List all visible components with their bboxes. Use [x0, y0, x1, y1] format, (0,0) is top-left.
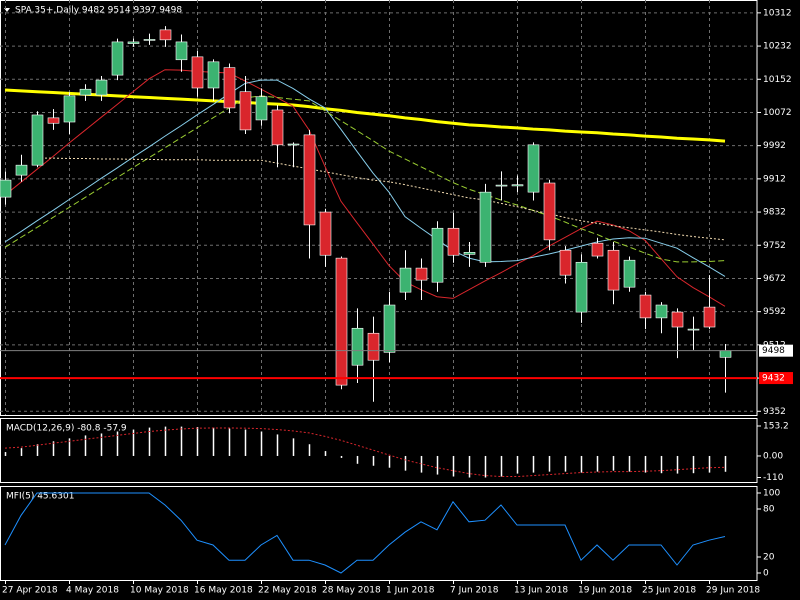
candle-body: [351, 327, 364, 366]
price-label: 9498: [762, 346, 785, 356]
candle-body: [543, 182, 556, 241]
candle-body: [335, 257, 348, 386]
candle-body: [479, 191, 492, 263]
y-tick-label: 0: [763, 569, 769, 579]
price-label-box: [759, 344, 793, 357]
candle-body: [463, 252, 476, 255]
y-tick-label: 9752: [763, 241, 786, 251]
x-tick-label: 27 Apr 2018: [2, 586, 58, 596]
y-tick-label: 9672: [763, 274, 786, 284]
x-tick-label: 16 May 2018: [194, 586, 253, 596]
candle-body: [207, 61, 220, 89]
y-tick-label: 9912: [763, 174, 786, 184]
candle-body: [559, 249, 572, 276]
candle-body: [703, 306, 716, 328]
candle-body: [287, 143, 300, 146]
x-tick-label: 29 Jun 2018: [706, 586, 760, 596]
y-tick-label: -110: [763, 473, 784, 483]
candle-body: [495, 184, 508, 187]
moving-average: [37, 157, 726, 241]
y-tick-label: 20: [763, 553, 775, 563]
candle-body: [47, 117, 60, 124]
candle-body: [511, 184, 524, 187]
moving-average: [4, 88, 726, 143]
moving-average: [4, 69, 726, 307]
y-tick-label: 10232: [763, 42, 792, 52]
candle-body: [255, 96, 268, 121]
candle-body: [447, 227, 460, 256]
candle-body: [127, 41, 140, 44]
pane-frame: [0, 0, 758, 416]
moving-average: [4, 79, 726, 277]
x-tick-label: 25 Jun 2018: [642, 586, 696, 596]
candle-body: [591, 242, 604, 257]
y-tick-label: 9592: [763, 307, 786, 317]
candle-body: [367, 332, 380, 361]
y-tick-label: 10312: [763, 8, 792, 18]
candle-body: [623, 259, 636, 288]
y-tick-label: 10152: [763, 75, 792, 85]
x-tick-label: 4 May 2018: [66, 586, 119, 596]
pane-frame: [0, 418, 758, 483]
candle-body: [671, 311, 684, 328]
y-tick-label: 80: [763, 505, 775, 515]
candle-body: [239, 91, 252, 131]
x-tick-label: 13 Jun 2018: [514, 586, 568, 596]
candle-body: [319, 211, 332, 256]
candle-body: [143, 39, 156, 41]
candle-body: [687, 328, 700, 331]
candle-body: [719, 350, 732, 358]
x-tick-label: 28 May 2018: [322, 586, 381, 596]
candle-body: [31, 114, 44, 166]
mfi-line: [4, 492, 726, 574]
candle-body: [95, 79, 108, 96]
y-tick-label: 9832: [763, 208, 786, 218]
y-tick-label: 10072: [763, 108, 792, 118]
candle-body: [111, 41, 124, 76]
y-tick-label: 0.00: [763, 451, 783, 461]
candle-body: [271, 109, 284, 146]
price-label: 9432: [762, 374, 785, 384]
y-tick-label: 9352: [763, 407, 786, 417]
pane-title: SPA.35+,Daily 9482 9514 9397 9498: [15, 6, 182, 16]
candle-body: [63, 95, 76, 123]
candle-body: [575, 261, 588, 313]
candle-body: [607, 249, 620, 291]
candle-body: [191, 56, 204, 89]
x-tick-label: 22 May 2018: [258, 586, 317, 596]
y-tick-label: 100: [763, 489, 780, 499]
candle-body: [159, 29, 172, 41]
candle-body: [175, 41, 188, 61]
y-tick-label: 153.2: [763, 421, 789, 431]
macd-signal: [4, 427, 726, 478]
candle-body: [655, 304, 668, 319]
pane-title: MACD(12,26,9) -80.8 -57.9: [6, 424, 127, 434]
price-label-box: [759, 372, 793, 385]
x-tick-label: 7 Jun 2018: [450, 586, 499, 596]
candle-body: [415, 267, 428, 281]
candle-body: [79, 88, 92, 96]
x-tick-label: 10 May 2018: [130, 586, 189, 596]
candle-body: [223, 67, 236, 109]
candle-body: [431, 227, 444, 283]
candle-body: [0, 179, 12, 198]
x-tick-label: 19 Jun 2018: [578, 586, 632, 596]
candle-body: [15, 164, 28, 176]
candle-body: [639, 294, 652, 319]
pane-frame: [0, 486, 758, 581]
pane-title: MFI(5) 45.6301: [6, 492, 74, 502]
y-tick-label: 9992: [763, 141, 786, 151]
x-tick-label: 1 Jun 2018: [386, 586, 435, 596]
candle-body: [527, 144, 540, 193]
candle-body: [383, 304, 396, 353]
candle-body: [303, 134, 316, 226]
candle-body: [399, 267, 412, 293]
